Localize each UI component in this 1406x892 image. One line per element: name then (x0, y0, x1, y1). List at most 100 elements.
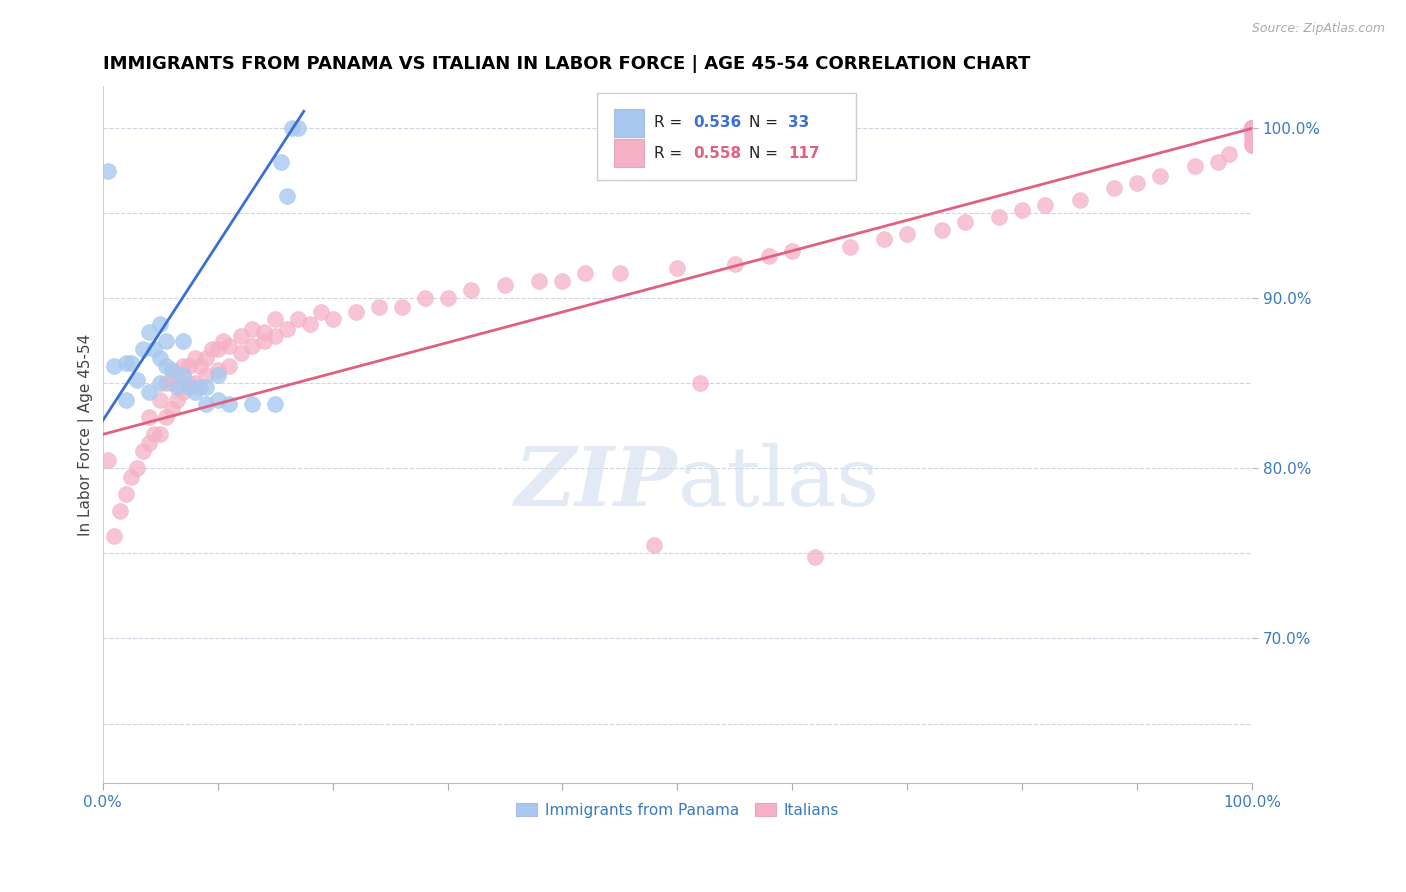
Point (240, 397, 263, 411)
Y-axis label: In Labor Force | Age 45-54: In Labor Force | Age 45-54 (79, 334, 94, 535)
Point (252, 326, 274, 340)
Text: IMMIGRANTS FROM PANAMA VS ITALIAN IN LABOR FORCE | AGE 45-54 CORRELATION CHART: IMMIGRANTS FROM PANAMA VS ITALIAN IN LAB… (103, 55, 1031, 73)
Point (103, 359, 125, 374)
Point (1241, 127, 1264, 141)
Point (240, 339, 263, 353)
Point (149, 317, 172, 331)
Point (367, 300, 389, 314)
Point (1241, 121, 1264, 136)
Point (1241, 121, 1264, 136)
Point (143, 427, 166, 442)
Point (264, 311, 287, 326)
Text: ZIP: ZIP (515, 443, 678, 524)
Point (229, 328, 252, 343)
Point (172, 334, 194, 348)
Point (1241, 121, 1264, 136)
Point (218, 339, 240, 353)
Point (1241, 121, 1264, 136)
Point (172, 359, 194, 374)
Point (149, 351, 172, 365)
Point (1241, 121, 1264, 136)
Point (1241, 121, 1264, 136)
Point (1241, 121, 1264, 136)
FancyBboxPatch shape (598, 93, 856, 180)
Point (666, 260, 689, 275)
Point (132, 444, 155, 458)
Point (218, 359, 240, 374)
Point (1218, 146, 1240, 161)
Point (1126, 176, 1149, 190)
Point (201, 343, 224, 357)
Point (1104, 181, 1126, 195)
Point (270, 155, 292, 169)
Point (97, 453, 120, 467)
Point (212, 334, 235, 348)
Point (166, 393, 188, 408)
Point (188, 359, 211, 374)
Point (276, 322, 298, 336)
Point (1241, 121, 1264, 136)
Point (1241, 135, 1264, 149)
Point (132, 343, 155, 357)
Point (207, 343, 229, 357)
Point (1241, 121, 1264, 136)
Point (931, 223, 953, 237)
Point (1241, 121, 1264, 136)
Point (643, 538, 665, 552)
Point (1241, 121, 1264, 136)
Point (574, 266, 596, 280)
Point (160, 401, 183, 416)
Point (344, 305, 367, 319)
Point (689, 376, 711, 391)
Point (322, 311, 344, 326)
Point (1206, 155, 1229, 169)
Point (309, 305, 332, 319)
Point (188, 380, 211, 394)
Point (436, 292, 458, 306)
Point (953, 215, 976, 229)
Point (1241, 121, 1264, 136)
Point (1241, 121, 1264, 136)
Bar (614, 109, 644, 136)
Point (896, 227, 918, 241)
Point (838, 240, 860, 254)
Point (108, 504, 131, 518)
Point (1149, 169, 1171, 183)
Point (276, 189, 298, 203)
Point (1241, 121, 1264, 136)
Point (264, 397, 287, 411)
Point (1241, 121, 1264, 136)
Point (138, 436, 160, 450)
Point (160, 363, 183, 377)
Text: R =: R = (654, 115, 688, 130)
Point (287, 121, 309, 136)
Point (183, 384, 205, 399)
Point (1241, 121, 1264, 136)
Legend: Immigrants from Panama, Italians: Immigrants from Panama, Italians (510, 797, 845, 824)
Point (1241, 129, 1264, 144)
Point (155, 376, 177, 391)
Text: N =: N = (749, 115, 783, 130)
Point (240, 322, 263, 336)
Point (1241, 121, 1264, 136)
Text: 0.536: 0.536 (693, 115, 742, 130)
Point (155, 334, 177, 348)
Point (529, 274, 551, 288)
Point (298, 317, 321, 331)
Text: Source: ZipAtlas.com: Source: ZipAtlas.com (1251, 22, 1385, 36)
Point (1241, 121, 1264, 136)
Point (195, 397, 218, 411)
Point (127, 373, 149, 387)
Point (120, 356, 142, 370)
Point (724, 257, 747, 271)
Point (1033, 198, 1056, 212)
Point (1241, 121, 1264, 136)
Point (114, 356, 136, 370)
Point (160, 376, 183, 391)
Point (1241, 138, 1264, 153)
Point (1241, 138, 1264, 153)
Text: 0.558: 0.558 (693, 146, 741, 161)
Point (1241, 121, 1264, 136)
Point (1241, 121, 1264, 136)
Point (1184, 159, 1206, 173)
